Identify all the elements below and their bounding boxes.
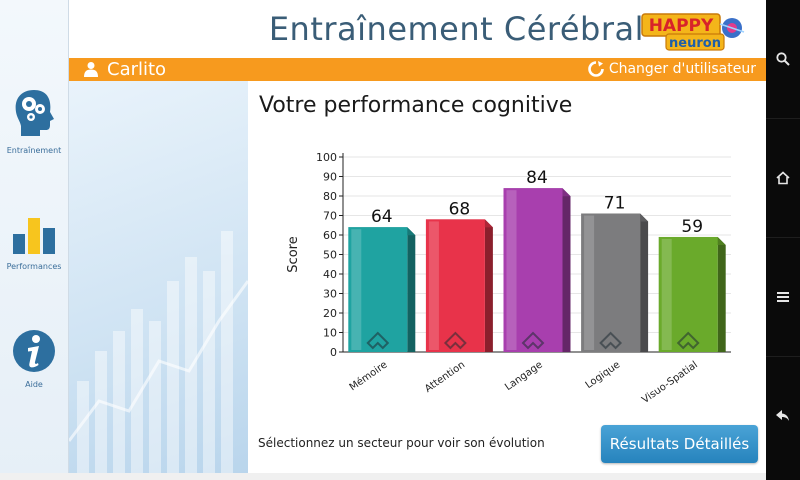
sidebar-item-performances[interactable]: Performances bbox=[0, 212, 68, 271]
menu-icon bbox=[777, 292, 789, 302]
sidebar-item-training[interactable]: Entraînement bbox=[0, 88, 68, 155]
bar-value-label: 68 bbox=[449, 199, 471, 219]
home-icon bbox=[776, 171, 790, 185]
x-tick-label: Attention bbox=[423, 359, 467, 394]
bar-attention[interactable] bbox=[425, 219, 485, 352]
brain-gears-icon bbox=[15, 90, 54, 136]
bottom-edge bbox=[0, 473, 766, 480]
bar-highlight bbox=[584, 215, 595, 350]
bar-highlight bbox=[428, 221, 439, 350]
search-icon bbox=[776, 52, 790, 66]
x-tick-label: Visuo-Spatial bbox=[640, 359, 700, 405]
bar-highlight bbox=[661, 238, 672, 350]
y-tick-label: 0 bbox=[330, 346, 337, 359]
svg-text:neuron: neuron bbox=[669, 36, 721, 51]
bar-value-label: 71 bbox=[604, 194, 626, 214]
y-axis-title: Score bbox=[286, 236, 301, 272]
detailed-results-button[interactable]: Résultats Détaillés bbox=[601, 425, 758, 463]
bar-highlight bbox=[506, 190, 517, 350]
change-user-label: Changer d'utilisateur bbox=[608, 61, 756, 77]
y-tick-label: 70 bbox=[323, 210, 337, 223]
bar-chevron-icon bbox=[366, 331, 390, 350]
bar-chevron-icon bbox=[443, 331, 467, 350]
y-tick-label: 100 bbox=[316, 151, 337, 164]
bar-langage[interactable] bbox=[503, 188, 563, 352]
y-tick-label: 90 bbox=[323, 171, 337, 184]
user-bar: Carlito Changer d'utilisateur bbox=[69, 58, 766, 81]
bar-chevron-icon bbox=[521, 331, 545, 350]
y-tick-label: 40 bbox=[323, 268, 337, 281]
nav-back-button[interactable] bbox=[766, 357, 800, 475]
info-icon bbox=[13, 330, 55, 372]
header: Entraînement Cérébral HAPPY neuron bbox=[69, 0, 766, 58]
y-tick-label: 20 bbox=[323, 307, 337, 320]
nav-search-button[interactable] bbox=[766, 0, 800, 119]
main-panel: Votre performance cognitive 0 10 20 30 40 50 6… bbox=[248, 81, 766, 473]
bar-chevron-icon bbox=[599, 331, 623, 350]
user-name: Carlito bbox=[107, 59, 167, 80]
happy-neuron-logo: HAPPY neuron bbox=[641, 13, 745, 51]
bar-value-label: 64 bbox=[371, 207, 393, 227]
y-tick-label: 10 bbox=[323, 327, 337, 340]
y-tick-label: 60 bbox=[323, 229, 337, 242]
bar-value-label: 59 bbox=[681, 217, 703, 237]
decorative-bars bbox=[69, 231, 248, 473]
y-tick-label: 30 bbox=[323, 288, 337, 301]
bar-side[interactable] bbox=[484, 219, 493, 352]
nav-home-button[interactable] bbox=[766, 119, 800, 238]
x-tick-label: Mémoire bbox=[347, 359, 389, 394]
x-tick-label: Langage bbox=[503, 359, 545, 393]
y-tick-label: 80 bbox=[323, 190, 337, 203]
change-user-button[interactable]: Changer d'utilisateur bbox=[588, 61, 756, 77]
bar-side[interactable] bbox=[640, 213, 649, 352]
sidebar-item-label: Performances bbox=[6, 262, 62, 271]
bar-side[interactable] bbox=[407, 227, 416, 352]
page-title: Entraînement Cérébral bbox=[268, 10, 644, 48]
bar-value-label: 84 bbox=[526, 168, 548, 188]
user-icon bbox=[84, 62, 98, 77]
bar-logique[interactable] bbox=[581, 213, 641, 352]
bar-mémoire[interactable] bbox=[348, 227, 408, 352]
bar-side[interactable] bbox=[562, 188, 571, 352]
back-icon bbox=[776, 410, 789, 421]
section-title: Votre performance cognitive bbox=[259, 93, 573, 118]
performance-chart: 0 10 20 30 40 50 60 70 80 90 100 Score 64 Mémoire 68 At… bbox=[248, 131, 766, 411]
bar-chart-icon bbox=[13, 218, 55, 254]
sidebar-item-label: Entraînement bbox=[6, 146, 62, 155]
nav-menu-button[interactable] bbox=[766, 238, 800, 357]
bar-highlight bbox=[351, 229, 362, 350]
x-tick-label: Logique bbox=[584, 359, 623, 391]
y-tick-label: 50 bbox=[323, 249, 337, 262]
svg-text:HAPPY: HAPPY bbox=[649, 16, 714, 36]
hint-text: Sélectionnez un secteur pour voir son év… bbox=[258, 436, 545, 450]
bar-side[interactable] bbox=[717, 236, 726, 352]
bar-chevron-icon bbox=[676, 331, 700, 350]
sidebar-item-help[interactable]: Aide bbox=[0, 328, 68, 389]
sidebar-item-label: Aide bbox=[25, 380, 43, 389]
sidebar: Entraînement Performances Aide bbox=[0, 0, 69, 480]
system-navbar bbox=[766, 0, 800, 480]
refresh-icon bbox=[588, 61, 605, 77]
chart-svg: 0 10 20 30 40 50 60 70 80 90 100 Score 64 Mémoire 68 At… bbox=[286, 151, 731, 406]
decorative-panel bbox=[69, 81, 248, 473]
